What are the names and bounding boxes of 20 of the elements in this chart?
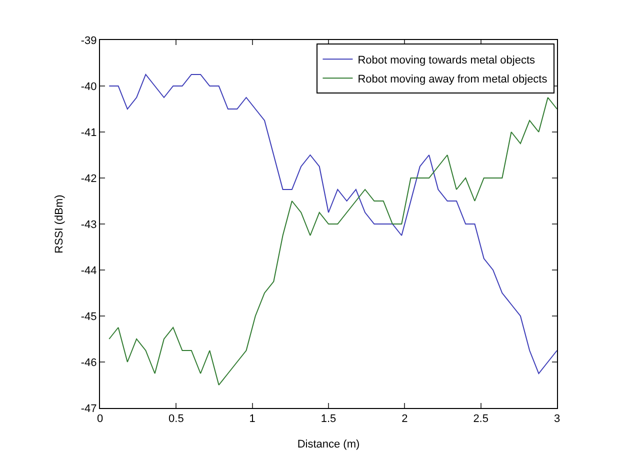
x-axis-title: Distance (m)	[297, 438, 360, 450]
y-axis-title: RSSI (dBm)	[54, 194, 66, 254]
x-tick-label: 3	[554, 413, 560, 426]
legend-label: Robot moving away from metal objects	[358, 73, 548, 86]
x-tick-label: 2.5	[473, 413, 488, 426]
legend-label: Robot moving towards metal objects	[358, 54, 536, 66]
y-tick-label: -43	[80, 218, 97, 231]
x-tick-label: 2	[402, 413, 408, 426]
y-tick-label: -45	[80, 310, 97, 323]
x-tick-label: 0	[96, 413, 104, 426]
y-tick-label: -47	[80, 402, 97, 415]
y-tick-label: -44	[80, 264, 97, 277]
x-tick-label: 1.5	[320, 413, 336, 426]
x-tick-label: 0.5	[168, 413, 184, 426]
y-tick-label: -42	[80, 172, 97, 185]
y-tick-label: -40	[80, 80, 97, 93]
y-tick-label: -46	[80, 356, 97, 369]
x-tick-label: 1	[249, 413, 256, 426]
y-tick-label: -39	[80, 34, 97, 47]
y-tick-label: -41	[80, 126, 97, 139]
